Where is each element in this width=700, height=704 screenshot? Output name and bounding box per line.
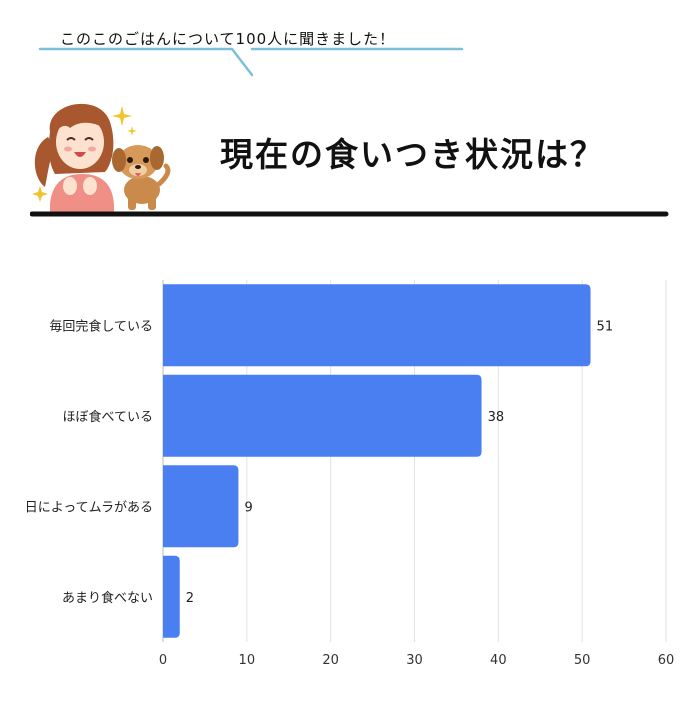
survey-subtitle-area: このこのごはんについて100人に聞きました！ — [0, 0, 700, 80]
category-label: 日によってムラがある — [25, 500, 153, 515]
data-label: 38 — [488, 410, 505, 425]
x-tick-label: 20 — [322, 653, 339, 668]
x-tick-label: 60 — [658, 653, 675, 668]
sparkle-icon — [32, 106, 137, 202]
header-illustration — [30, 103, 669, 217]
survey-subtitle: このこのごはんについて100人に聞きました！ — [60, 30, 396, 48]
data-label: 2 — [186, 591, 194, 606]
x-tick-label: 30 — [406, 653, 423, 668]
bar — [163, 374, 482, 457]
x-tick-label: 40 — [490, 653, 507, 668]
bar — [163, 284, 591, 367]
woman-illustration — [34, 103, 114, 212]
category-label: あまり食べない — [62, 590, 153, 606]
speech-bubble-line — [38, 47, 464, 77]
bar — [163, 465, 239, 548]
bar — [163, 555, 180, 638]
chart-title: 現在の食いつき状況は？ — [220, 135, 605, 174]
x-tick-label: 0 — [159, 653, 167, 668]
x-tick-label: 50 — [574, 653, 591, 668]
data-label: 51 — [597, 319, 614, 334]
data-label: 9 — [244, 500, 252, 515]
x-tick-label: 10 — [239, 653, 256, 668]
category-label: 毎回完食している — [49, 318, 153, 334]
category-label: ほぼ食べている — [63, 409, 153, 425]
bar-chart-area: 毎回完食している 51 ほぼ食べている 38 日によってムラがある 9 あまり食べない 2 0 1… — [0, 260, 700, 700]
dog-illustration — [112, 145, 171, 210]
